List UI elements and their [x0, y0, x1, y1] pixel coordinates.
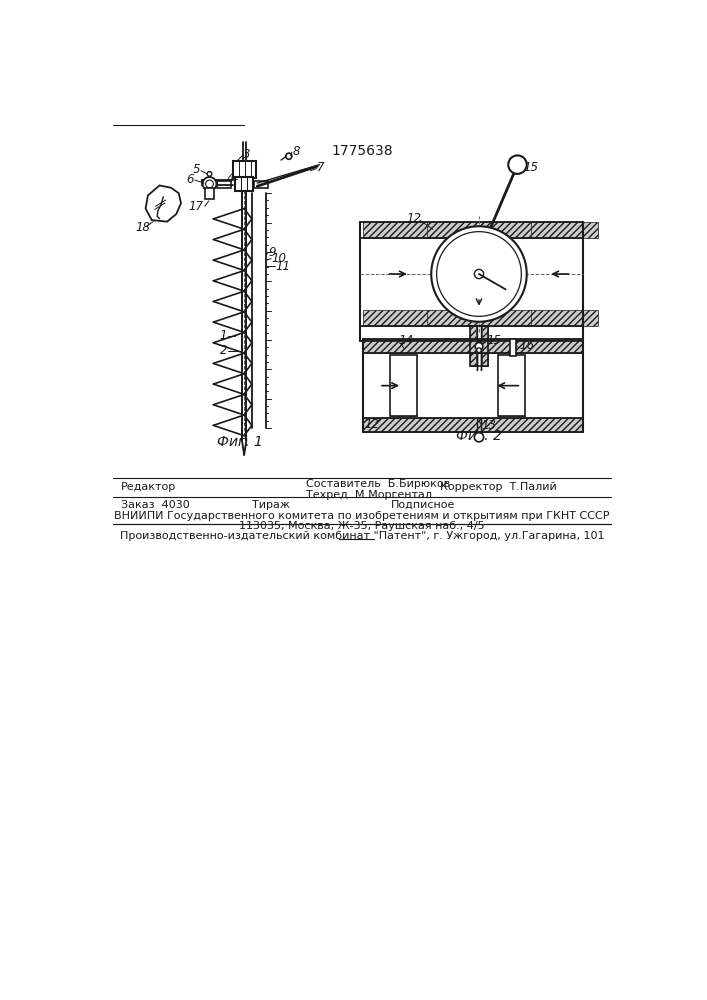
- Bar: [529, 222, 598, 238]
- Text: 13: 13: [481, 419, 496, 432]
- Text: Фиг. 1: Фиг. 1: [217, 435, 263, 449]
- Bar: [482, 326, 489, 366]
- Text: Тираж: Тираж: [252, 500, 290, 510]
- Bar: [205, 188, 214, 199]
- Bar: [235, 177, 253, 191]
- Circle shape: [475, 343, 483, 350]
- Text: 15: 15: [486, 334, 502, 347]
- Circle shape: [437, 232, 521, 316]
- Polygon shape: [146, 185, 181, 222]
- Bar: [217, 181, 231, 188]
- Bar: [426, 222, 532, 238]
- Bar: [469, 326, 489, 366]
- Text: 6: 6: [187, 173, 194, 186]
- Text: Фиг. 2: Фиг. 2: [456, 429, 502, 443]
- Circle shape: [477, 348, 481, 353]
- Text: 12: 12: [365, 418, 380, 431]
- Circle shape: [431, 226, 527, 322]
- Text: 4: 4: [227, 172, 234, 185]
- Bar: [363, 222, 433, 238]
- Text: Составитель  Б.Бирюков: Составитель Б.Бирюков: [305, 479, 450, 489]
- Bar: [529, 310, 598, 326]
- Bar: [498, 355, 525, 416]
- Bar: [510, 339, 516, 356]
- Text: 9: 9: [269, 246, 276, 259]
- Text: 10: 10: [272, 252, 287, 265]
- Text: 11: 11: [276, 260, 291, 273]
- Circle shape: [206, 180, 214, 188]
- Text: Корректор  Т.Палий: Корректор Т.Палий: [440, 482, 557, 492]
- Circle shape: [508, 155, 527, 174]
- Bar: [363, 418, 583, 432]
- Circle shape: [203, 177, 216, 191]
- Circle shape: [286, 153, 292, 159]
- Text: Заказ  4030: Заказ 4030: [121, 500, 189, 510]
- Circle shape: [207, 172, 212, 176]
- Circle shape: [474, 269, 484, 279]
- Text: 12: 12: [406, 212, 421, 225]
- Text: 1: 1: [220, 329, 227, 342]
- Text: 3: 3: [243, 148, 251, 161]
- Text: 2: 2: [220, 344, 227, 358]
- Text: 16: 16: [519, 339, 534, 352]
- Text: ВНИИПИ Государственного комитета по изобретениям и открытиям при ГКНТ СССР: ВНИИПИ Государственного комитета по изоб…: [115, 511, 609, 521]
- Text: Техред  М.Моргентал: Техред М.Моргентал: [305, 490, 432, 500]
- Bar: [233, 161, 256, 178]
- Bar: [426, 310, 532, 326]
- Bar: [254, 181, 268, 188]
- Text: 17: 17: [188, 200, 204, 213]
- Text: 14: 14: [398, 334, 413, 347]
- Text: Подписное: Подписное: [390, 500, 455, 510]
- Text: Редактор: Редактор: [121, 482, 176, 492]
- Text: 5: 5: [193, 163, 200, 176]
- Bar: [390, 355, 417, 416]
- Text: 15: 15: [524, 161, 539, 174]
- Bar: [363, 339, 583, 353]
- Text: 18: 18: [135, 221, 150, 234]
- Text: 8: 8: [293, 145, 300, 158]
- Text: Производственно-издательский комбинат "Патент", г. Ужгород, ул.Гагарина, 101: Производственно-издательский комбинат "П…: [119, 531, 604, 541]
- Text: 7: 7: [317, 161, 325, 174]
- Bar: [469, 326, 476, 366]
- Text: 113035, Москва, Ж-35, Раушская наб., 4/5: 113035, Москва, Ж-35, Раушская наб., 4/5: [239, 521, 485, 531]
- Bar: [363, 310, 433, 326]
- Text: 1775638: 1775638: [331, 144, 393, 158]
- Circle shape: [474, 433, 484, 442]
